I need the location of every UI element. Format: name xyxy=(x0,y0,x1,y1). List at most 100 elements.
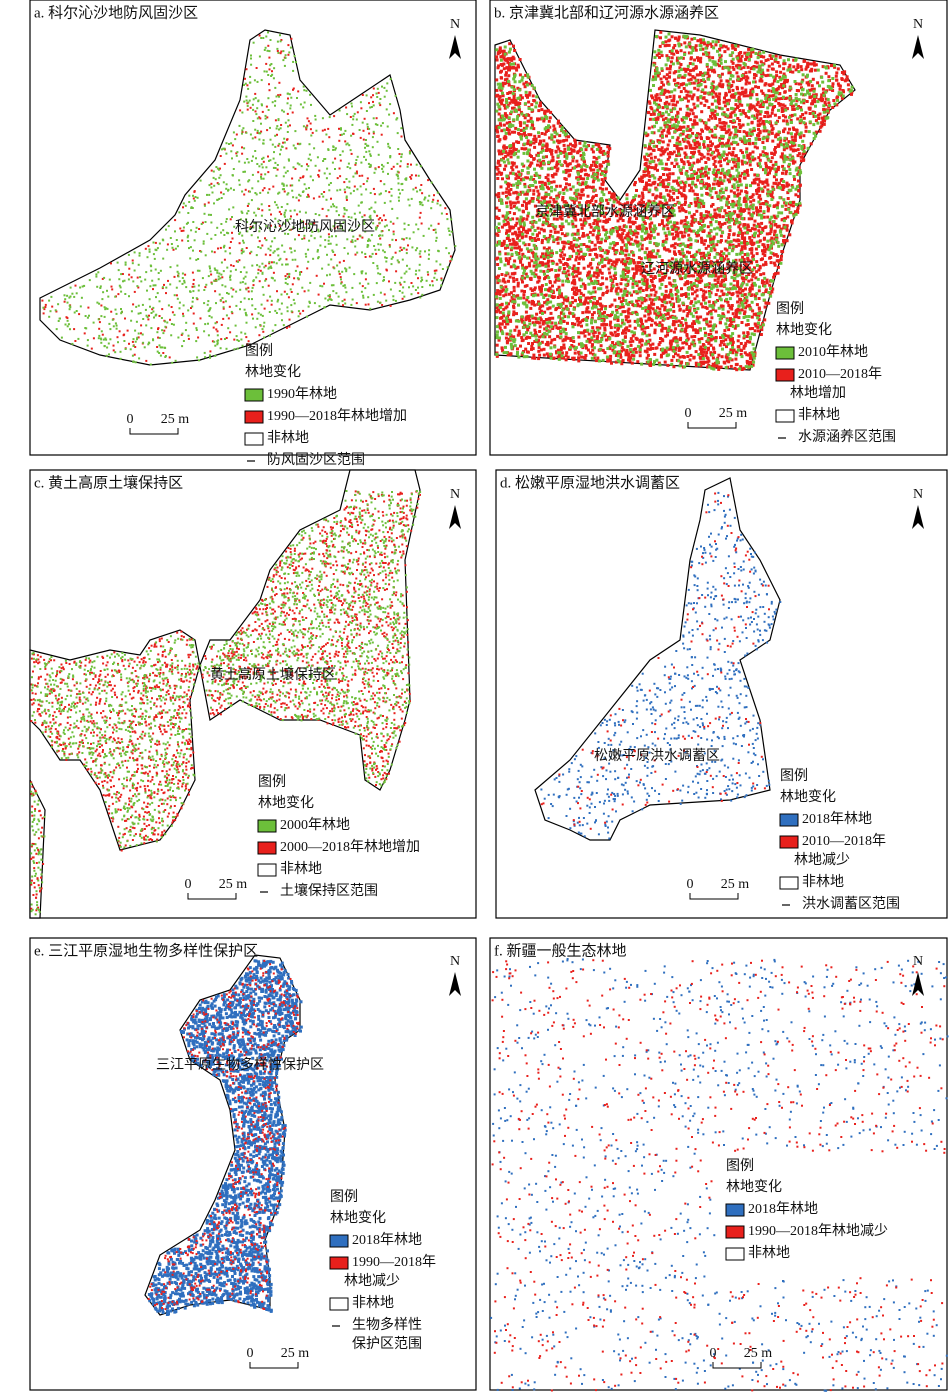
forest-pixel xyxy=(119,285,121,287)
forest-pixel xyxy=(519,58,522,61)
forest-pixel xyxy=(99,321,101,323)
forest-pixel xyxy=(264,187,266,189)
forest-pixel xyxy=(285,275,287,277)
forest-pixel xyxy=(603,326,606,329)
forest-pixel xyxy=(317,251,319,253)
forest-pixel xyxy=(383,276,385,278)
forest-pixel xyxy=(388,229,390,231)
forest-pixel xyxy=(308,187,310,189)
forest-pixel xyxy=(220,232,222,234)
forest-pixel xyxy=(131,276,133,278)
forest-pixel xyxy=(272,277,274,279)
forest-pixel xyxy=(288,51,290,53)
forest-pixel xyxy=(272,101,274,103)
forest-pixel xyxy=(236,151,238,153)
forest-pixel xyxy=(240,282,242,284)
forest-pixel xyxy=(726,108,729,111)
forest-pixel xyxy=(359,175,361,177)
forest-pixel xyxy=(567,356,570,359)
forest-pixel xyxy=(162,286,164,288)
forest-pixel xyxy=(195,340,197,342)
forest-pixel xyxy=(377,88,379,90)
legend-title: 图例 xyxy=(245,343,273,359)
forest-pixel xyxy=(672,180,675,183)
forest-pixel xyxy=(761,122,764,125)
forest-pixel xyxy=(185,329,187,331)
forest-pixel xyxy=(390,221,392,223)
forest-pixel xyxy=(525,273,528,276)
forest-pixel xyxy=(397,178,399,180)
forest-pixel xyxy=(774,114,777,117)
forest-pixel xyxy=(142,334,144,336)
forest-pixel xyxy=(722,279,725,282)
forest-pixel xyxy=(373,88,375,90)
forest-pixel xyxy=(225,250,227,252)
forest-pixel xyxy=(649,364,652,367)
forest-pixel xyxy=(51,306,53,308)
forest-pixel xyxy=(683,41,686,44)
forest-pixel xyxy=(518,330,521,333)
forest-pixel xyxy=(153,242,155,244)
forest-pixel xyxy=(50,296,52,298)
forest-pixel xyxy=(756,61,759,64)
forest-pixel xyxy=(330,206,332,208)
forest-pixel xyxy=(248,203,250,205)
forest-pixel xyxy=(628,325,631,328)
forest-pixel xyxy=(227,232,229,234)
forest-pixel xyxy=(652,193,655,196)
forest-pixel xyxy=(128,343,130,345)
forest-pixel xyxy=(67,320,69,322)
forest-pixel xyxy=(674,327,677,330)
forest-pixel xyxy=(244,333,246,335)
forest-pixel xyxy=(276,248,278,250)
forest-pixel xyxy=(736,189,739,192)
forest-pixel xyxy=(712,96,715,99)
forest-pixel xyxy=(241,248,243,250)
forest-pixel xyxy=(306,90,308,92)
forest-pixel xyxy=(377,141,379,143)
forest-pixel xyxy=(249,82,251,84)
forest-pixel xyxy=(686,112,689,115)
forest-pixel xyxy=(657,233,660,236)
forest-pixel xyxy=(162,332,164,334)
forest-pixel xyxy=(619,282,622,285)
forest-pixel xyxy=(391,258,393,260)
forest-pixel xyxy=(671,297,674,300)
forest-pixel xyxy=(372,101,374,103)
forest-pixel xyxy=(322,141,324,143)
forest-pixel xyxy=(632,348,635,351)
forest-pixel xyxy=(258,139,260,141)
forest-pixel xyxy=(338,296,340,298)
forest-pixel xyxy=(276,125,278,127)
forest-pixel xyxy=(274,146,276,148)
forest-pixel xyxy=(236,134,238,136)
forest-pixel xyxy=(755,260,758,263)
forest-pixel xyxy=(831,106,834,109)
forest-pixel xyxy=(361,291,363,293)
forest-pixel xyxy=(220,338,222,340)
forest-pixel xyxy=(206,194,208,196)
forest-pixel xyxy=(528,202,531,205)
forest-pixel xyxy=(301,238,303,240)
forest-pixel xyxy=(235,269,237,271)
forest-pixel xyxy=(738,288,741,291)
forest-pixel xyxy=(169,319,171,321)
forest-pixel xyxy=(224,286,226,288)
forest-pixel xyxy=(409,204,411,206)
forest-pixel xyxy=(344,247,346,249)
forest-pixel xyxy=(761,141,764,144)
forest-pixel xyxy=(391,168,393,170)
forest-pixel xyxy=(680,90,683,93)
forest-pixel xyxy=(217,334,219,336)
forest-pixel xyxy=(509,320,512,323)
forest-pixel xyxy=(306,125,308,127)
forest-pixel xyxy=(729,317,732,320)
forest-pixel xyxy=(734,165,737,168)
forest-pixel xyxy=(257,272,259,274)
forest-pixel xyxy=(332,145,334,147)
forest-pixel xyxy=(260,174,262,176)
forest-pixel xyxy=(118,278,120,280)
forest-pixel xyxy=(120,358,122,360)
forest-pixel xyxy=(230,241,232,243)
forest-pixel xyxy=(690,354,693,357)
